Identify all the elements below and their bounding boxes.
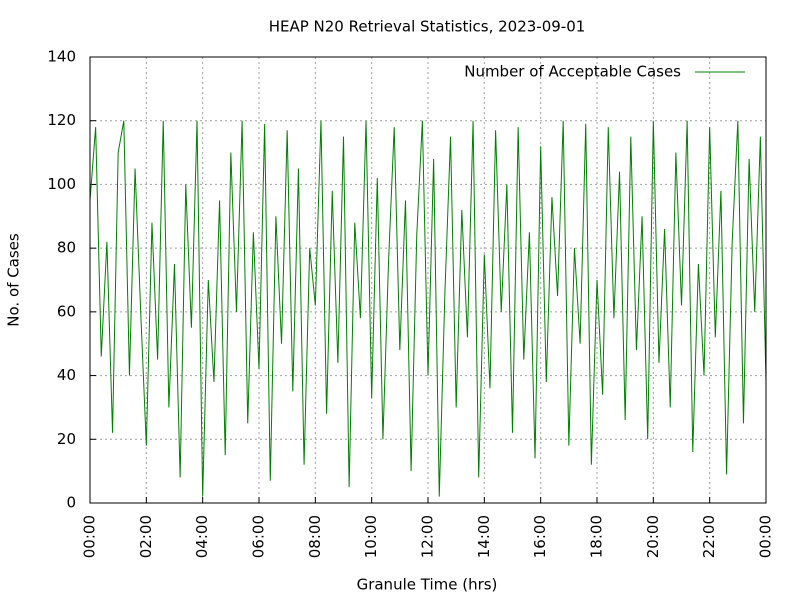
y-tick-label: 100 bbox=[47, 175, 76, 193]
x-tick-label: 02:00 bbox=[137, 515, 155, 558]
x-tick-label: 16:00 bbox=[531, 515, 549, 558]
y-tick-label: 120 bbox=[47, 111, 76, 129]
y-tick-label: 80 bbox=[57, 239, 76, 257]
plot-border bbox=[89, 56, 767, 504]
y-tick-label: 60 bbox=[57, 302, 76, 320]
x-tick-label: 00:00 bbox=[81, 515, 99, 558]
legend-label: Number of Acceptable Cases bbox=[464, 63, 681, 81]
x-axis-label: Granule Time (hrs) bbox=[357, 576, 498, 594]
data-line bbox=[89, 120, 767, 497]
y-axis-label: No. of Cases bbox=[5, 233, 23, 327]
chart-title: HEAP N20 Retrieval Statistics, 2023-09-0… bbox=[269, 18, 586, 36]
x-tick-label: 14:00 bbox=[475, 515, 493, 558]
x-tick-label: 04:00 bbox=[193, 515, 211, 558]
y-tick-label: 0 bbox=[66, 494, 76, 512]
y-tick-label: 140 bbox=[47, 48, 76, 66]
x-tick-label: 18:00 bbox=[588, 515, 606, 558]
x-tick-label: 06:00 bbox=[250, 515, 268, 558]
y-tick-label: 40 bbox=[57, 366, 76, 384]
x-tick-label: 10:00 bbox=[362, 515, 380, 558]
x-tick-label: 20:00 bbox=[644, 515, 662, 558]
y-tick-label: 20 bbox=[57, 430, 76, 448]
x-tick-label: 08:00 bbox=[306, 515, 324, 558]
x-tick-label: 12:00 bbox=[419, 515, 437, 558]
x-tick-label: 00:00 bbox=[757, 515, 775, 558]
x-tick-label: 22:00 bbox=[700, 515, 718, 558]
